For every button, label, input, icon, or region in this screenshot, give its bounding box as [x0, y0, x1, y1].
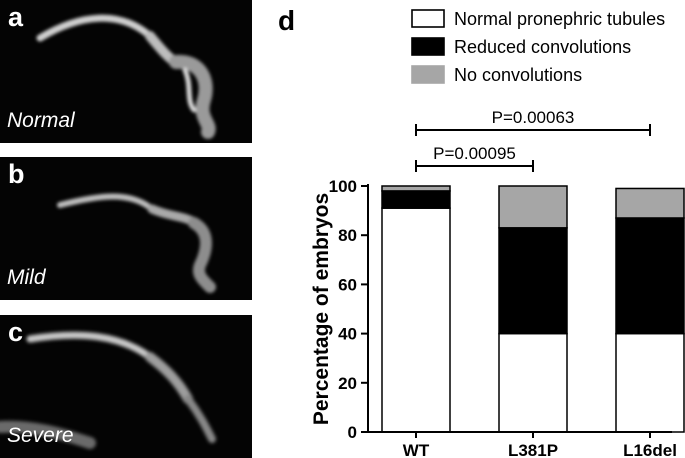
- legend-label: Normal pronephric tubules: [454, 9, 665, 29]
- y-tick-label: 0: [348, 423, 357, 442]
- bar-segment: [615, 187, 685, 219]
- y-tick-label: 80: [338, 226, 357, 245]
- panel-letter: a: [8, 2, 24, 32]
- y-axis: 0 20 40 60 80 100: [329, 177, 369, 442]
- x-axis: WT L381P L16del: [368, 431, 677, 458]
- significance-annotations: P=0.00063 P=0.00095: [415, 108, 651, 172]
- stacked-bar-chart: d Normal pronephric tubules Reduced convo…: [278, 5, 685, 458]
- x-tick-label: WT: [403, 441, 430, 458]
- panel-label: Mild: [7, 266, 46, 289]
- p-value-label: P=0.00063: [492, 108, 575, 127]
- y-tick-label: 20: [338, 374, 357, 393]
- legend: Normal pronephric tubules Reduced convolu…: [411, 9, 665, 85]
- micrograph-panel-a: a Normal: [0, 0, 252, 143]
- panel-label: Normal: [7, 109, 75, 132]
- pronephros-image-normal: [36, 14, 216, 139]
- pronephros-image-severe: [0, 331, 216, 449]
- y-tick-label: 100: [329, 177, 357, 196]
- bar-segment: [498, 332, 568, 433]
- legend-swatch: [411, 37, 445, 56]
- y-tick-label: 40: [338, 325, 357, 344]
- bar-segment: [498, 227, 568, 335]
- legend-swatch: [411, 9, 445, 28]
- panel-letter: c: [8, 317, 24, 347]
- pronephros-image-mild: [57, 193, 216, 293]
- legend-swatch: [411, 65, 445, 84]
- bar-segment: [615, 217, 685, 335]
- panel-letter: b: [8, 159, 25, 189]
- plot-area: [381, 185, 685, 433]
- p-value-label: P=0.00095: [433, 144, 516, 163]
- x-tick-label: L16del: [623, 441, 677, 458]
- bar-segment: [498, 185, 568, 229]
- legend-label: Reduced convolutions: [454, 37, 631, 57]
- bar-segment: [381, 207, 451, 433]
- legend-label: No convolutions: [454, 65, 582, 85]
- bar-segment: [615, 332, 685, 433]
- micrograph-panel-c: c Severe: [0, 315, 252, 458]
- y-axis-label: Percentage of embryos: [310, 193, 333, 425]
- panel-label: Severe: [7, 424, 74, 447]
- panel-letter-d: d: [278, 5, 295, 36]
- micrograph-panel-b: b Mild: [0, 157, 252, 300]
- bar-segment: [381, 190, 451, 209]
- x-tick-label: L381P: [508, 441, 558, 458]
- y-tick-label: 60: [338, 275, 357, 294]
- bar-segment: [381, 185, 451, 192]
